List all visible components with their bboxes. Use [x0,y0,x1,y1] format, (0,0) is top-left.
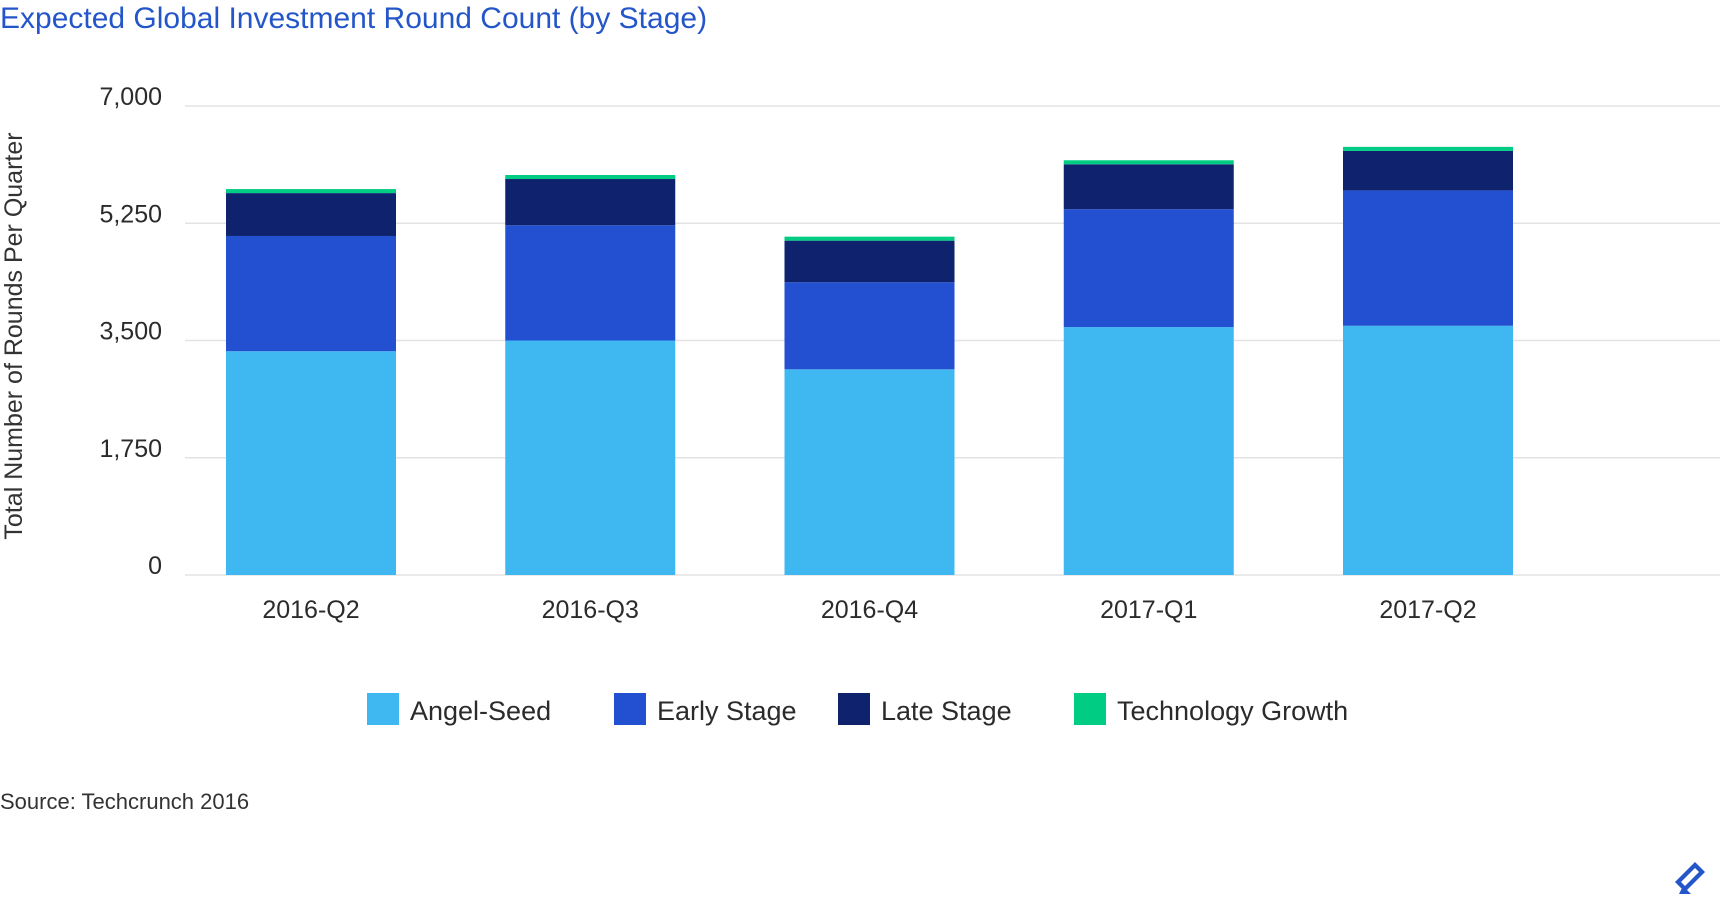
toptal-logo-icon [1675,862,1705,894]
bar-segment [226,235,396,352]
legend-item: Technology Growth [1074,693,1348,726]
bar-segment [1343,150,1513,191]
bar-segment [784,282,955,370]
bar-segment [1343,190,1513,326]
legend-swatch [1074,693,1106,725]
legend-swatch [367,693,399,725]
legend-item: Late Stage [838,693,1012,726]
y-tick-label: 0 [148,552,162,580]
legend-label: Early Stage [657,696,797,726]
bar-segment [784,240,955,283]
bar-segment [226,189,396,194]
bar-segment [1063,160,1234,165]
y-axis-label: Total Number of Rounds Per Quarter [0,132,28,539]
bar-segment [505,179,676,226]
bars [226,146,1513,575]
y-tick-labels: 0 1,750 3,500 5,250 7,000 [99,83,162,580]
bar-segment [505,340,676,575]
bar-segment [1343,146,1513,151]
y-tick-label: 1,750 [99,435,162,463]
x-tick-labels: 2016-Q2 2016-Q3 2016-Q4 2017-Q1 2017-Q2 [262,596,1476,624]
legend-swatch [838,693,870,725]
bar-segment [226,193,396,236]
legend: Angel-Seed Early Stage Late Stage Technolog… [367,693,1348,726]
bar-segment [784,369,955,575]
bar-segment [1063,164,1234,210]
bar-segment [505,225,676,341]
bar-segment [784,236,955,241]
legend-item: Angel-Seed [367,693,551,726]
legend-swatch [614,693,646,725]
x-tick-label: 2016-Q2 [262,596,359,624]
legend-item: Early Stage [614,693,797,726]
bar-segment [1343,325,1513,575]
y-tick-label: 5,250 [99,200,162,228]
bar-segment [226,351,396,575]
x-tick-label: 2017-Q2 [1379,596,1476,624]
legend-label: Angel-Seed [410,696,551,726]
y-tick-label: 3,500 [99,318,162,346]
y-tick-label: 7,000 [99,83,162,111]
bar-segment [1063,209,1234,328]
x-tick-label: 2016-Q3 [542,596,639,624]
chart-title: Expected Global Investment Round Count (… [0,2,707,35]
x-tick-label: 2017-Q1 [1100,596,1197,624]
bar-segment [1063,327,1234,575]
source-note: Source: Techcrunch 2016 [0,789,249,814]
legend-label: Late Stage [881,696,1012,726]
bar-segment [505,175,676,180]
x-tick-label: 2016-Q4 [821,596,918,624]
legend-label: Technology Growth [1117,696,1348,726]
